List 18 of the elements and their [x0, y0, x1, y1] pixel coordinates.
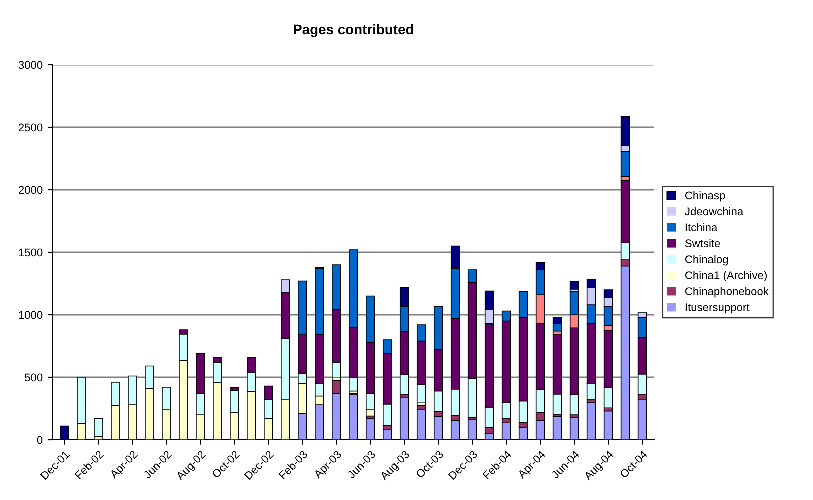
- bar: [570, 281, 580, 290]
- bar: [94, 418, 104, 438]
- y-tick-label: 2500: [18, 124, 43, 132]
- y-tick-label: 500: [25, 374, 43, 382]
- y-tick-label: 1000: [19, 311, 43, 320]
- legend-label: China1 (Archive): [685, 271, 767, 282]
- legend-label: Chinalog: [685, 255, 728, 266]
- legend-label: Itchina: [686, 223, 718, 232]
- y-tick-label: 3000: [18, 61, 43, 70]
- y-tick-label: 1500: [19, 248, 43, 257]
- y-tick-label: 2000: [18, 186, 43, 194]
- legend-label: Itusersupport: [686, 304, 750, 314]
- legend-label: Chinaphonebook: [685, 287, 769, 298]
- y-tick-label: 0: [37, 436, 43, 444]
- legend-label: Swtsite: [685, 239, 720, 248]
- legend-label: Chinasp: [685, 191, 726, 202]
- legend-label: Jdeowchina: [685, 207, 744, 216]
- chart-title: Pages contributed: [294, 24, 414, 38]
